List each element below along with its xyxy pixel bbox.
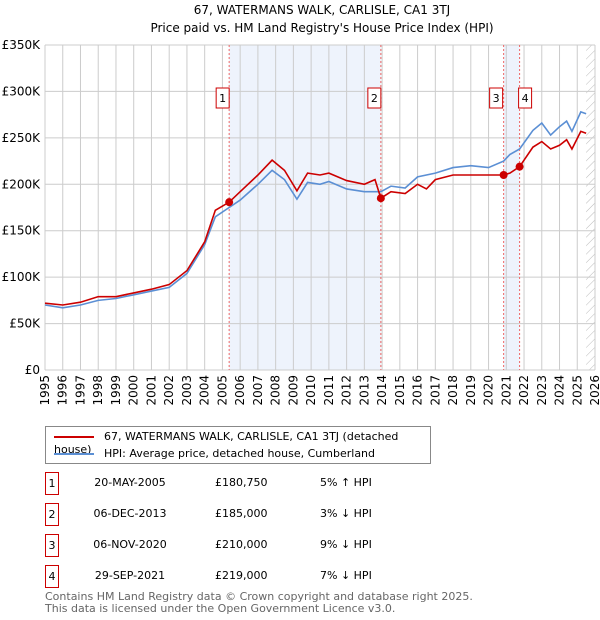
legend: 67, WATERMANS WALK, CARLISLE, CA1 3TJ (d… xyxy=(45,426,431,464)
x-tick-label: 2026 xyxy=(588,375,600,406)
x-tick-label: 2008 xyxy=(269,375,283,406)
sale-point xyxy=(499,171,508,179)
x-tick-label: 2014 xyxy=(375,375,389,406)
footer-line1: Contains HM Land Registry data © Crown c… xyxy=(45,590,473,603)
series-line xyxy=(44,110,587,309)
sale-row: 4 29-SEP-2021 £219,000 7% ↓ HPI xyxy=(45,565,445,588)
forecast-hatch xyxy=(586,45,595,370)
series-line xyxy=(44,130,587,306)
sale-label-box xyxy=(518,87,533,109)
x-tick-label: 2020 xyxy=(482,375,496,406)
x-tick-label: 2003 xyxy=(180,375,194,406)
y-tick-label: £250K xyxy=(2,131,42,145)
sale-hpi-diff: 3% ↓ HPI xyxy=(320,507,372,520)
x-tick-label: 2006 xyxy=(233,375,247,406)
x-tick-label: 2000 xyxy=(127,375,141,406)
x-tick-label: 2019 xyxy=(464,375,478,406)
shaded-period xyxy=(229,45,381,370)
sale-hpi-diff: 5% ↑ HPI xyxy=(320,476,372,489)
y-tick-label: £0 xyxy=(25,363,40,377)
x-tick-label: 2002 xyxy=(162,375,176,406)
x-tick-label: 1998 xyxy=(91,375,105,406)
y-tick-label: £150K xyxy=(2,224,42,238)
x-tick-label: 2022 xyxy=(517,375,531,406)
sale-hpi-diff: 7% ↓ HPI xyxy=(320,569,372,582)
sale-row: 1 20-MAY-2005 £180,750 5% ↑ HPI xyxy=(45,472,445,495)
legend-item-hpi: HPI: Average price, detached house, Cumb… xyxy=(54,447,375,460)
sale-price: £185,000 xyxy=(215,507,268,520)
sale-price: £210,000 xyxy=(215,538,268,551)
sale-price: £180,750 xyxy=(215,476,268,489)
sale-date: 20-MAY-2005 xyxy=(94,476,166,489)
sale-label-box xyxy=(215,87,230,109)
sale-point xyxy=(515,162,524,171)
sale-number: 2 xyxy=(45,503,59,526)
sale-label: 1 xyxy=(219,92,226,105)
sale-label: 3 xyxy=(493,92,500,105)
legend-label: HPI: Average price, detached house, Cumb… xyxy=(104,447,376,460)
x-tick-label: 2012 xyxy=(340,375,354,406)
chart-title: 67, WATERMANS WALK, CARLISLE, CA1 3TJ xyxy=(194,3,450,17)
sale-point xyxy=(225,198,234,207)
y-tick-label: £200K xyxy=(2,177,42,191)
sale-price: £219,000 xyxy=(215,569,268,582)
sale-label-box xyxy=(367,87,382,109)
x-tick-label: 2023 xyxy=(535,375,549,406)
sale-number: 4 xyxy=(45,565,59,588)
x-tick-label: 2010 xyxy=(304,375,318,406)
sale-row: 3 06-NOV-2020 £210,000 9% ↓ HPI xyxy=(45,534,445,557)
x-tick-label: 2007 xyxy=(251,375,265,406)
x-tick-label: 2009 xyxy=(286,375,300,406)
sale-label: 2 xyxy=(371,92,378,105)
x-tick-label: 1997 xyxy=(73,375,87,406)
sale-point xyxy=(376,194,385,203)
sale-hpi-diff: 9% ↓ HPI xyxy=(320,538,372,551)
x-tick-label: 2011 xyxy=(322,375,336,406)
sale-date: 29-SEP-2021 xyxy=(94,569,166,582)
x-tick-label: 2015 xyxy=(393,375,407,406)
price-chart: 67, WATERMANS WALK, CARLISLE, CA1 3TJ Pr… xyxy=(2,3,600,406)
x-tick-label: 1996 xyxy=(56,375,70,406)
legend-item-property: 67, WATERMANS WALK, CARLISLE, CA1 3TJ (d… xyxy=(54,430,430,456)
x-tick-label: 1999 xyxy=(109,375,123,406)
sale-date: 06-NOV-2020 xyxy=(93,538,167,551)
x-tick-label: 2018 xyxy=(446,375,460,406)
x-tick-label: 2025 xyxy=(570,375,584,406)
y-tick-label: £350K xyxy=(2,38,42,52)
chart-subtitle: Price paid vs. HM Land Registry's House … xyxy=(150,21,493,35)
legend-swatch-blue xyxy=(54,453,94,455)
x-tick-label: 2024 xyxy=(553,375,567,406)
legend-label: 67, WATERMANS WALK, CARLISLE, CA1 3TJ (d… xyxy=(54,430,399,456)
x-tick-label: 2001 xyxy=(144,375,158,406)
sale-number: 1 xyxy=(45,472,59,495)
y-tick-label: £300K xyxy=(2,84,42,98)
sale-label-box xyxy=(489,87,504,109)
y-tick-label: £100K xyxy=(2,270,42,284)
footer-line2: This data is licensed under the Open Gov… xyxy=(45,602,396,615)
x-tick-label: 2021 xyxy=(499,375,513,406)
x-tick-label: 1995 xyxy=(38,375,52,406)
x-tick-label: 2004 xyxy=(198,375,212,406)
legend-swatch-red xyxy=(54,436,94,438)
shaded-period xyxy=(503,45,520,370)
sale-date: 06-DEC-2013 xyxy=(93,507,167,520)
x-tick-label: 2016 xyxy=(411,375,425,406)
sale-number: 3 xyxy=(45,534,59,557)
x-tick-label: 2017 xyxy=(428,375,442,406)
sale-label: 4 xyxy=(522,92,529,105)
y-tick-label: £50K xyxy=(9,317,41,331)
x-tick-label: 2005 xyxy=(215,375,229,406)
x-tick-label: 2013 xyxy=(357,375,371,406)
sale-row: 2 06-DEC-2013 £185,000 3% ↓ HPI xyxy=(45,503,445,526)
